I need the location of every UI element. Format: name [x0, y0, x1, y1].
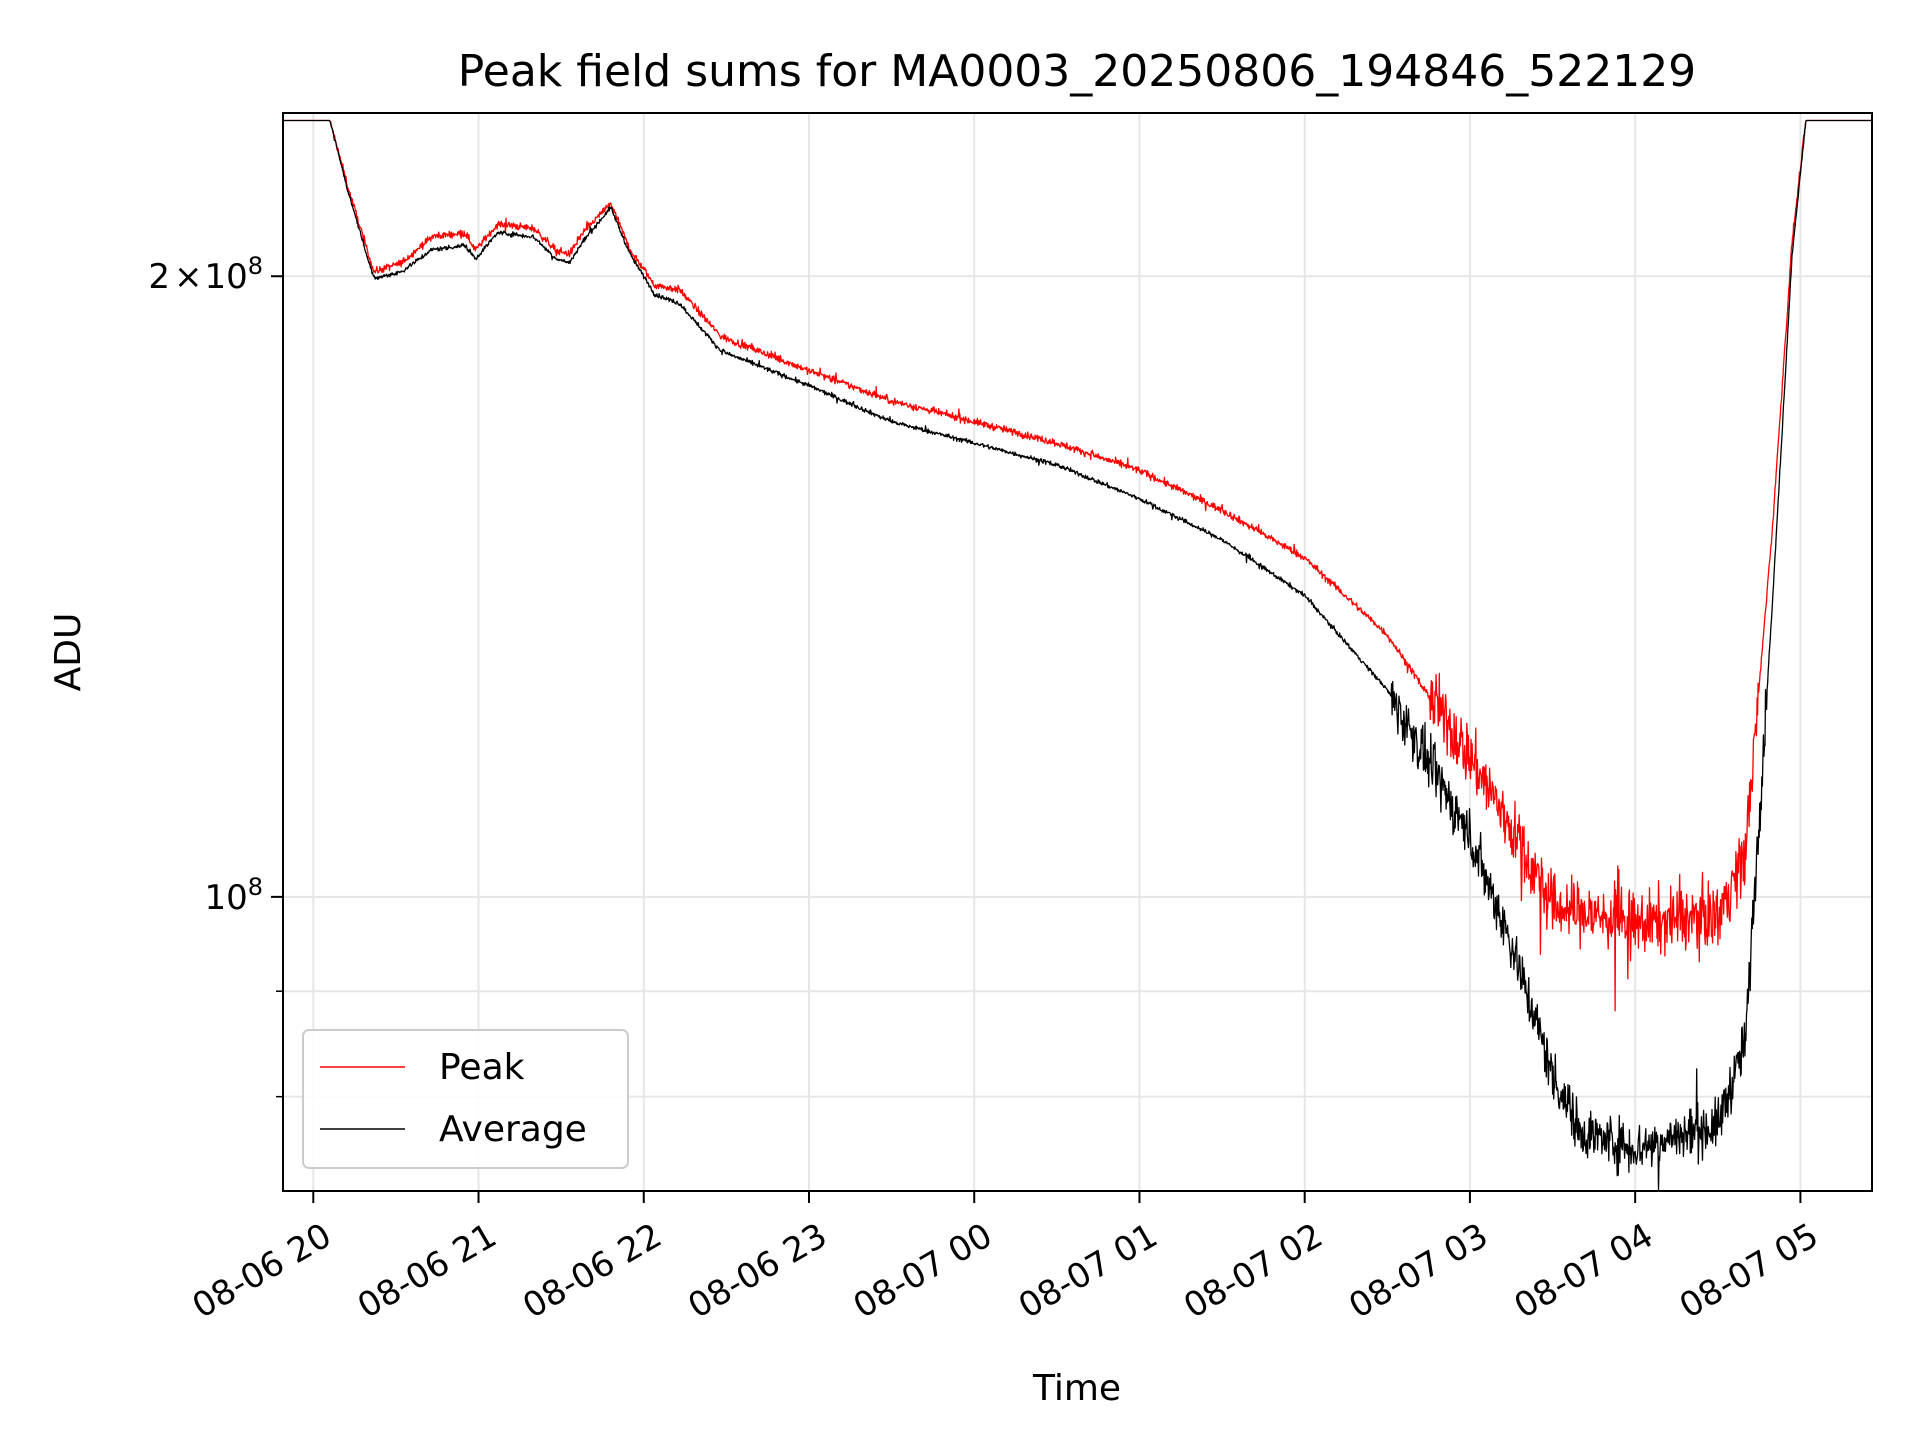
legend-peak-label: Peak — [439, 1047, 525, 1088]
legend-average-label: Average — [439, 1109, 587, 1150]
legend: Peak Average — [302, 1029, 629, 1169]
chart-title: Peak field sums for MA0003_20250806_1948… — [458, 46, 1696, 97]
plot-frame — [282, 112, 1873, 1192]
y-tick-exponent: 8 — [248, 252, 263, 280]
y-axis-label: ADU — [48, 613, 89, 692]
y-tick-coefficient: 2 — [148, 257, 170, 297]
y-tick-times-sign: × — [174, 257, 203, 297]
series-layer — [282, 119, 1873, 1191]
y-tick-base: 10 — [204, 257, 247, 297]
y-tick-exponent: 8 — [248, 873, 263, 901]
legend-box — [302, 1029, 629, 1169]
series-line-peak — [282, 119, 1873, 1012]
y-tick-label: 108 — [204, 873, 263, 918]
series-line-average — [282, 119, 1873, 1191]
y-tick-label: 2 ×108 — [148, 252, 263, 297]
y-tick-base: 10 — [204, 878, 247, 918]
grid — [283, 113, 1872, 1191]
x-axis-label: Time — [1032, 1368, 1121, 1409]
